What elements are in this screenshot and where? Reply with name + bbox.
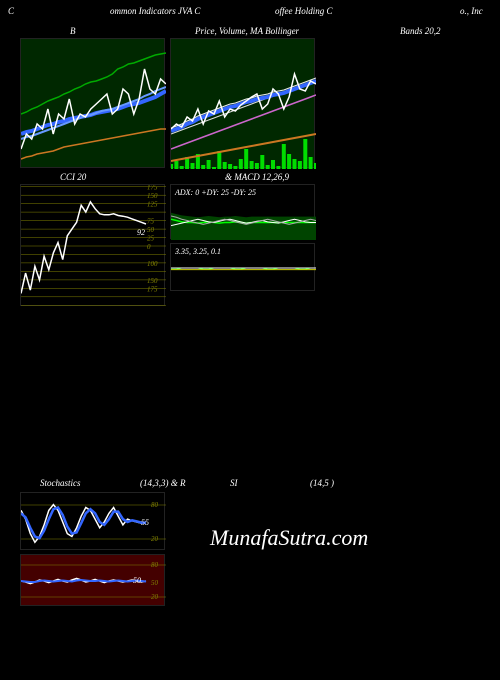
cci-current-value: 92: [137, 228, 145, 237]
header-right: o., Inc: [460, 6, 483, 16]
cci-chart: 1751501257550250100150175 92: [21, 185, 166, 307]
panel-stoch: 80 20 55: [20, 492, 165, 550]
panel-price: [170, 38, 315, 168]
bbands-chart: [21, 39, 166, 169]
stoch-chart: 80 20 55: [21, 493, 166, 551]
rsi-params: (14,5 ): [310, 478, 334, 488]
price-title: Price, Volume, MA Bollinger: [195, 26, 299, 36]
adx-chart: ADX: 0 +DY: 25 -DY: 25: [171, 185, 316, 240]
macd-title: & MACD 12,26,9: [225, 172, 289, 182]
svg-text:0: 0: [147, 243, 151, 251]
macd-chart: 3.35, 3.25, 0.1: [171, 244, 316, 292]
panel-rsi: 80 50 20 50: [20, 554, 165, 606]
svg-text:50: 50: [151, 579, 159, 587]
stoch-current-value: 55: [141, 518, 149, 527]
rsi-title: SI: [230, 478, 238, 488]
svg-text:100: 100: [147, 260, 158, 268]
svg-text:175: 175: [147, 285, 158, 293]
stoch-params: (14,3,3) & R: [140, 478, 186, 488]
svg-text:125: 125: [147, 201, 158, 209]
bands-title: Bands 20,2: [400, 26, 441, 36]
rsi-current-value: 50: [133, 576, 141, 585]
svg-text:175: 175: [147, 185, 158, 192]
stoch-title: Stochastics: [40, 478, 81, 488]
adx-inner-title: ADX: 0 +DY: 25 -DY: 25: [174, 188, 256, 197]
rsi-chart: 80 50 20 50: [21, 555, 166, 607]
panel-macd: 3.35, 3.25, 0.1: [170, 243, 315, 291]
header-c: C: [8, 6, 14, 16]
panel-bbands: [20, 38, 165, 168]
svg-text:150: 150: [147, 277, 158, 285]
watermark: MunafaSutra.com: [210, 525, 368, 551]
svg-text:75: 75: [147, 218, 155, 226]
svg-text:80: 80: [151, 501, 159, 509]
svg-text:80: 80: [151, 561, 159, 569]
panel-cci: 1751501257550250100150175 92: [20, 184, 165, 306]
svg-text:150: 150: [147, 192, 158, 200]
svg-text:50: 50: [147, 226, 155, 234]
panel-adx: ADX: 0 +DY: 25 -DY: 25: [170, 184, 315, 239]
cci-title: CCI 20: [60, 172, 86, 182]
svg-text:25: 25: [147, 235, 155, 243]
header-mid2: offee Holding C: [275, 6, 333, 16]
svg-text:20: 20: [151, 535, 159, 543]
header-mid1: ommon Indicators JVA C: [110, 6, 200, 16]
bbands-title: B: [70, 26, 76, 36]
price-chart: [171, 39, 316, 169]
svg-text:20: 20: [151, 593, 159, 601]
macd-inner-title: 3.35, 3.25, 0.1: [174, 247, 221, 256]
